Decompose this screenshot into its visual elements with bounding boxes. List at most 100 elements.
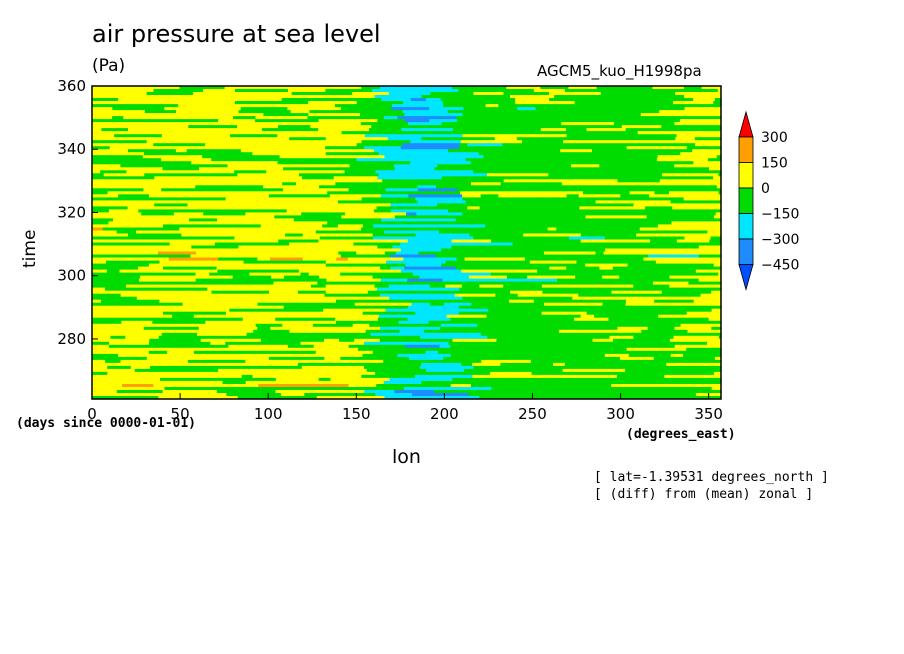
heatmap-cell: [427, 173, 488, 177]
heatmap-cell: [216, 239, 279, 244]
heatmap-cell: [199, 344, 229, 349]
heatmap-cell: [442, 347, 503, 352]
heatmap-cell: [429, 119, 458, 123]
heatmap-cell: [192, 299, 247, 304]
heatmap-cell: [125, 335, 160, 340]
heatmap-cell: [685, 287, 721, 292]
heatmap-cell: [233, 335, 290, 340]
heatmap-cell: [313, 344, 350, 349]
heatmap-cell: [147, 344, 172, 349]
heatmap-cell: [617, 179, 661, 183]
heatmap-cell: [622, 161, 635, 165]
heatmap-cell: [489, 341, 506, 346]
heatmap-cell: [149, 341, 211, 346]
heatmap-cell: [695, 119, 721, 123]
heatmap-cell: [501, 167, 529, 171]
heatmap-cell: [673, 368, 717, 373]
heatmap-cell: [167, 350, 195, 355]
heatmap-cell: [491, 239, 502, 244]
heatmap-cell: [123, 116, 179, 120]
heatmap-cell: [338, 371, 376, 376]
heatmap-cell: [439, 236, 474, 241]
heatmap-cell: [214, 122, 247, 126]
heatmap-cell: [335, 380, 385, 385]
heatmap-cell: [498, 194, 556, 198]
heatmap-cell: [559, 179, 619, 183]
heatmap-cell: [671, 384, 695, 388]
heatmap-cell: [372, 275, 421, 280]
heatmap-cell: [560, 350, 619, 355]
heatmap-cell: [631, 242, 677, 247]
heatmap-cell: [92, 128, 102, 132]
heatmap-cell: [713, 176, 721, 180]
heatmap-cell: [92, 98, 119, 102]
heatmap-cell: [157, 131, 198, 135]
heatmap-cell: [262, 248, 298, 253]
heatmap-cell: [92, 233, 129, 238]
heatmap-cell: [355, 269, 402, 274]
heatmap-cell: [92, 305, 114, 310]
heatmap-cell: [198, 347, 251, 352]
heatmap-cell: [480, 179, 492, 183]
heatmap-cell: [283, 305, 295, 310]
heatmap-cell: [643, 176, 657, 180]
heatmap-cell: [406, 212, 417, 217]
heatmap-cell: [683, 353, 710, 358]
heatmap-cell: [440, 323, 478, 328]
heatmap-cell: [663, 296, 703, 301]
heatmap-cell: [704, 350, 721, 355]
heatmap-cell: [554, 230, 609, 235]
heatmap-cell: [147, 242, 171, 247]
heatmap-cell: [198, 326, 250, 331]
heatmap-cell: [270, 236, 321, 241]
heatmap-cell: [211, 158, 253, 162]
heatmap-cell: [126, 197, 176, 202]
heatmap-cell: [504, 371, 533, 376]
heatmap-cell: [300, 314, 339, 319]
heatmap-cell: [575, 146, 628, 150]
heatmap-cell: [92, 113, 155, 117]
heatmap-cell: [550, 209, 579, 214]
heatmap-cell: [471, 302, 522, 307]
heatmap-cell: [618, 380, 645, 385]
heatmap-cell: [378, 152, 412, 156]
heatmap-cell: [233, 203, 275, 208]
heatmap-cell: [151, 227, 180, 232]
heatmap-cell: [445, 284, 463, 289]
heatmap-cell: [558, 134, 568, 138]
heatmap-cell: [429, 284, 446, 289]
heatmap-cell: [361, 197, 416, 202]
heatmap-cell: [116, 200, 167, 205]
heatmap-cell: [92, 140, 148, 144]
heatmap-cell: [285, 233, 304, 238]
heatmap-cell: [458, 311, 511, 316]
heatmap-cell: [498, 353, 551, 358]
heatmap-cell: [404, 113, 464, 117]
heatmap-cell: [421, 362, 462, 367]
heatmap-cell: [538, 317, 575, 322]
heatmap-cell: [541, 284, 594, 289]
heatmap-cell: [361, 374, 416, 379]
heatmap-cell: [556, 227, 598, 232]
heatmap-cell: [250, 296, 280, 301]
heatmap-cell: [299, 173, 346, 177]
heatmap-cell: [535, 107, 558, 111]
heatmap-cell: [537, 254, 599, 259]
heatmap-cell: [337, 314, 380, 319]
heatmap-cell: [472, 362, 501, 367]
heatmap-cell: [576, 110, 600, 114]
heatmap-cell: [446, 299, 510, 304]
heatmap-cell: [657, 155, 673, 159]
heatmap-cell: [632, 393, 652, 397]
heatmap-cell: [92, 212, 142, 217]
heatmap-cell: [451, 242, 514, 247]
heatmap-cell: [432, 387, 492, 391]
heatmap-cell: [492, 182, 502, 186]
heatmap-cell: [417, 188, 458, 192]
heatmap-cell: [656, 371, 715, 376]
heatmap-cell: [121, 347, 152, 352]
heatmap-cell: [436, 254, 475, 259]
heatmap-cell: [177, 116, 234, 120]
heatmap-cell: [337, 200, 394, 205]
heatmap-cell: [716, 266, 721, 271]
